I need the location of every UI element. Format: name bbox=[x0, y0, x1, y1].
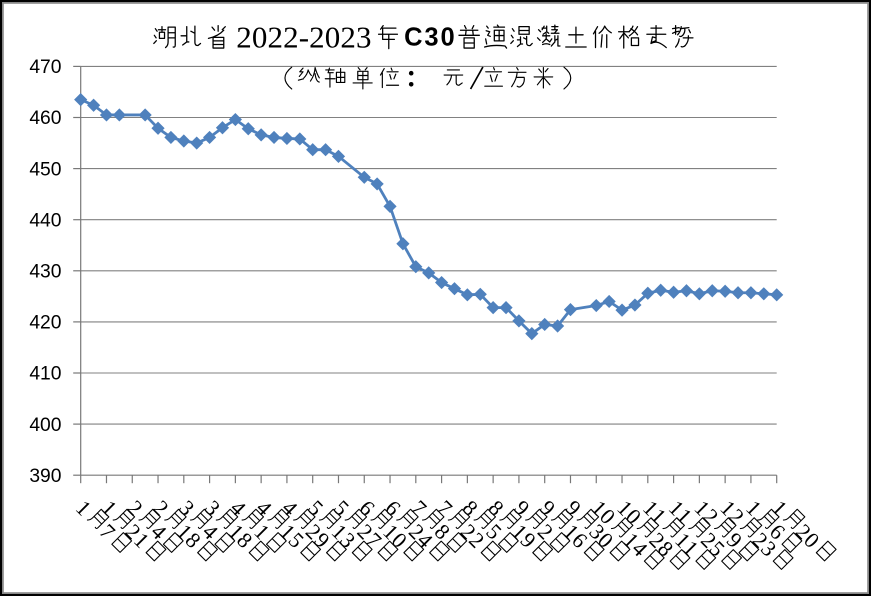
svg-text:C30: C30 bbox=[404, 24, 455, 52]
svg-text:2022-2023: 2022-2023 bbox=[236, 20, 371, 55]
svg-text:450: 450 bbox=[29, 159, 61, 180]
svg-text:470: 470 bbox=[29, 57, 61, 78]
svg-text:410: 410 bbox=[29, 364, 61, 385]
svg-text:390: 390 bbox=[29, 466, 61, 487]
svg-text:460: 460 bbox=[29, 108, 61, 129]
svg-text:440: 440 bbox=[29, 210, 61, 231]
svg-text:420: 420 bbox=[29, 313, 61, 334]
svg-text:430: 430 bbox=[29, 262, 61, 283]
svg-text:400: 400 bbox=[29, 415, 61, 436]
